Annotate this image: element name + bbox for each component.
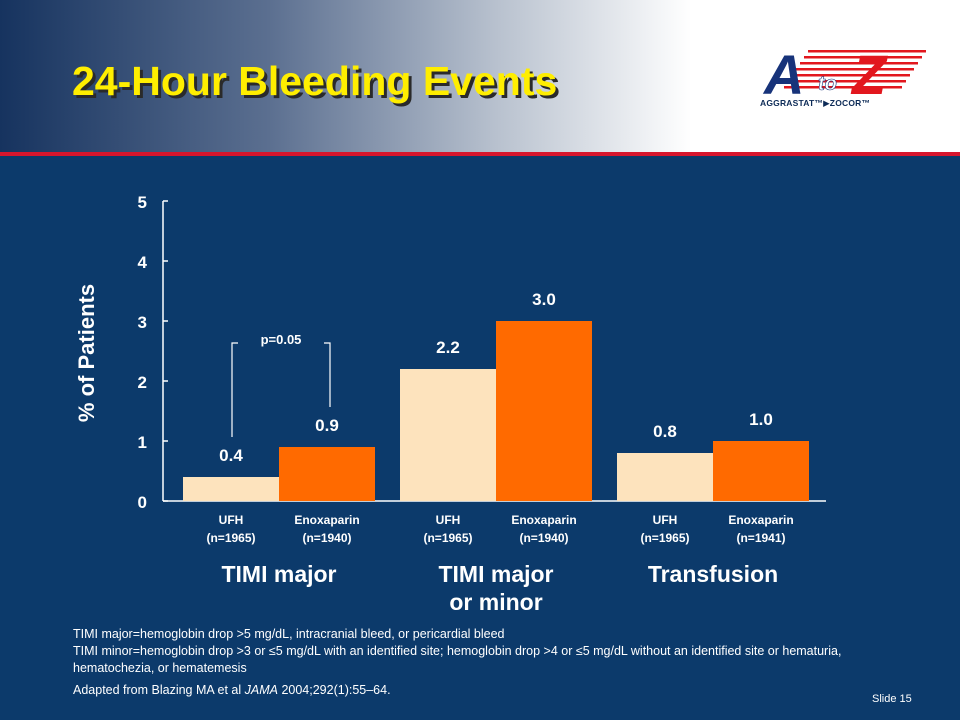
logo-letter-z: Z [850,44,888,100]
logo-letter-a: A [762,44,804,100]
bar-value-label: 2.2 [436,338,460,357]
bar-n-label: (n=1941) [736,531,785,545]
bar-value-label: 0.9 [315,416,339,435]
bar-value-label: 1.0 [749,410,773,429]
bleeding-events-bar-chart: 0 1 2 3 4 5 % of Patients 0.4 UFH (n=1965) 0.9 En… [74,193,826,615]
group-label: or minor [449,589,542,615]
logo-speed-lines [784,50,926,89]
bar-n-label: (n=1940) [302,531,351,545]
y-tick-label: 5 [138,193,147,212]
slide-title: 24-Hour Bleeding Events [72,58,558,104]
p-value-label: p=0.05 [261,332,302,347]
bar-enoxaparin [713,441,809,501]
slide-number: Slide 15 [872,693,912,705]
footnotes: TIMI major=hemoglobin drop >5 mg/dL, int… [73,626,863,699]
bar-n-label: (n=1940) [519,531,568,545]
logo-caption: AGGRASTAT™▶ZOCOR™ [760,98,871,108]
bar-category-label: UFH [436,513,461,527]
source-journal: JAMA [244,683,278,697]
bar-enoxaparin [279,447,375,501]
source-suffix: 2004;292(1):55–64. [277,683,391,697]
footnote-timi-major: TIMI major=hemoglobin drop >5 mg/dL, int… [73,627,505,641]
bar-value-label: 0.4 [219,446,243,465]
bar-value-label: 0.8 [653,422,677,441]
bars: 0.4 UFH (n=1965) 0.9 Enoxaparin (n=1940) TIMI … [183,290,809,615]
bar-enoxaparin [496,321,592,501]
header-rule [0,152,960,156]
bar-category-label: Enoxaparin [294,513,359,527]
bar-ufh [617,453,713,501]
group-label: TIMI major [221,561,336,587]
bar-category-label: UFH [653,513,678,527]
bar-category-label: Enoxaparin [728,513,793,527]
y-axis-label: % of Patients [74,284,99,422]
footnote-timi-minor: TIMI minor=hemoglobin drop >3 or ≤5 mg/d… [73,644,842,675]
y-tick-label: 0 [138,493,147,512]
bar-n-label: (n=1965) [206,531,255,545]
p-value-bracket [231,342,331,437]
logo-mark: A to Z [762,43,926,106]
source-citation: Adapted from Blazing MA et al JAMA 2004;… [73,682,863,699]
y-tick-label: 2 [138,373,147,392]
bar-n-label: (n=1965) [423,531,472,545]
a-to-z-logo: A to Z AGGRASTAT™▶ZOCOR™ [760,43,930,112]
bar-category-label: Enoxaparin [511,513,576,527]
y-tick-label: 4 [138,253,148,272]
logo-letter-to: to [818,73,837,95]
bar-ufh [400,369,496,501]
bar-category-label: UFH [219,513,244,527]
bar-ufh [183,477,279,501]
group-label: TIMI major [438,561,553,587]
group-label: Transfusion [648,561,778,587]
bar-n-label: (n=1965) [640,531,689,545]
p-value-annotation: p=0.05 [231,332,331,437]
bar-value-label: 3.0 [532,290,556,309]
y-tick-label: 3 [138,313,147,332]
y-tick-label: 1 [138,433,147,452]
source-prefix: Adapted from Blazing MA et al [73,683,245,697]
